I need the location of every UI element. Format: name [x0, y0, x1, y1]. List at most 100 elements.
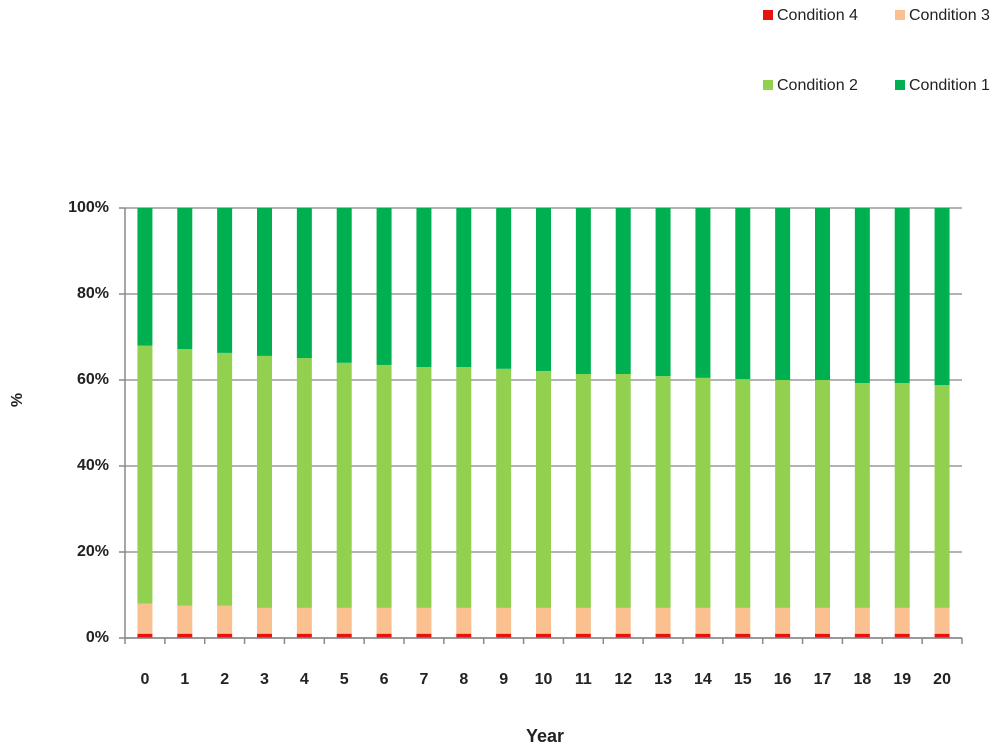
bar-segment [775, 208, 791, 380]
x-tick-label: 7 [419, 671, 428, 688]
bar-segment [296, 607, 312, 634]
bar-segment [575, 208, 591, 374]
bar-segment [257, 607, 272, 634]
bar-segment [496, 208, 512, 369]
bar-segment [177, 208, 193, 350]
bar-segment [655, 376, 671, 608]
bar-segment [695, 208, 711, 378]
bar-segment [615, 208, 631, 374]
bar-segment [336, 633, 352, 638]
bar-segment [296, 633, 312, 638]
bar-segment [695, 377, 711, 608]
y-tick-label: 40% [77, 457, 109, 474]
bar-segment [296, 358, 312, 608]
bar-segment [815, 607, 830, 634]
bar-segment [177, 349, 193, 606]
bar-segment [894, 633, 910, 638]
bar-segment [934, 208, 950, 386]
y-axis-label: % [9, 393, 26, 407]
bar-segment [257, 633, 272, 638]
legend-swatch [895, 80, 905, 90]
bar-segment [376, 364, 392, 608]
bar-segment [456, 367, 472, 608]
x-tick-label: 4 [300, 671, 309, 688]
bar-segment [376, 633, 392, 638]
bar-segment [217, 605, 233, 634]
bar-segment [177, 605, 193, 634]
bar-segment [536, 370, 551, 608]
bar-segment [416, 633, 432, 638]
bar-segment [575, 607, 591, 634]
y-tick-label: 60% [77, 371, 109, 388]
x-tick-label: 11 [575, 671, 592, 688]
bar-segment [615, 607, 631, 634]
x-tick-label: 2 [220, 671, 229, 688]
bar-segment [137, 345, 153, 604]
legend-label: Condition 3 [909, 7, 990, 24]
x-tick-label: 15 [734, 671, 752, 688]
x-tick-label: 18 [853, 671, 871, 688]
y-tick-label: 20% [77, 543, 109, 560]
x-tick-label: 1 [180, 671, 189, 688]
x-tick-label: 16 [774, 671, 792, 688]
bar-segment [575, 373, 591, 608]
bar-segment [735, 379, 751, 608]
bar-segment [775, 380, 791, 608]
bar-segment [655, 633, 671, 638]
bar-segment [854, 633, 870, 638]
x-tick-label: 0 [140, 671, 149, 688]
bar-segment [695, 633, 711, 638]
bar-segment [416, 607, 432, 634]
bar-segment [177, 633, 193, 638]
x-tick-label: 3 [260, 671, 269, 688]
x-tick-label: 12 [614, 671, 632, 688]
legend-swatch [763, 10, 773, 20]
bar-segment [735, 633, 751, 638]
bar-segment [775, 633, 791, 638]
bar-segment [217, 633, 233, 638]
x-tick-label: 10 [535, 671, 553, 688]
bar-segment [854, 607, 870, 634]
bar-segment [257, 208, 272, 356]
bar-segment [217, 208, 233, 353]
bar-segment [536, 633, 551, 638]
x-tick-label: 5 [340, 671, 349, 688]
legend-label: Condition 1 [909, 77, 990, 94]
x-axis-label: Year [526, 726, 564, 746]
bar-segment [496, 633, 512, 638]
legend-swatch [763, 80, 773, 90]
bar-segment [934, 607, 950, 634]
bar-segment [296, 208, 312, 359]
bar-segment [815, 208, 830, 380]
bar-segment [815, 380, 830, 608]
x-tick-label: 19 [893, 671, 911, 688]
bar-segment [137, 603, 153, 634]
bar-segment [536, 208, 551, 371]
bar-segment [854, 383, 870, 608]
bar-segment [456, 607, 472, 634]
bar-segment [336, 362, 352, 608]
bar-segment [496, 368, 512, 608]
bar-segment [775, 607, 791, 634]
bar-segment [575, 633, 591, 638]
bar-segment [894, 383, 910, 608]
bar-segment [456, 208, 472, 368]
bar-segment [336, 607, 352, 634]
bar-segment [815, 633, 830, 638]
bar-segment [217, 352, 233, 606]
bar-segment [376, 607, 392, 634]
bar-segment [456, 633, 472, 638]
legend-label: Condition 2 [777, 77, 858, 94]
bar-segment [257, 355, 272, 608]
bar-segment [735, 607, 751, 634]
legend-swatch [895, 10, 905, 20]
bar-segment [496, 607, 512, 634]
bar-segment [416, 367, 432, 608]
x-tick-label: 8 [459, 671, 468, 688]
y-tick-label: 100% [68, 199, 109, 216]
legend-label: Condition 4 [777, 7, 858, 24]
bar-segment [854, 208, 870, 384]
bar-segment [934, 385, 950, 608]
bar-segment [536, 607, 551, 634]
